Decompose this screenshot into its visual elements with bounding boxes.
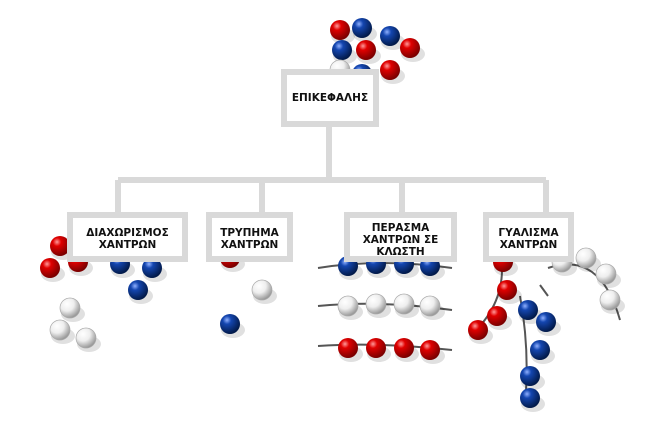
clear-bead (595, 263, 617, 285)
node-bead-polishing: ΓΥΑΛΙΣΜΑ ΧΑΝΤΡΩΝ (483, 212, 574, 262)
blue-bead (128, 280, 148, 300)
node-label: ΓΥΑΛΙΣΜΑ ΧΑΝΤΡΩΝ (498, 227, 559, 251)
node-label: ΔΙΑΧΩΡΙΣΜΟΣ ΧΑΝΤΡΩΝ (86, 227, 169, 251)
red-bead (380, 60, 400, 80)
node-label: ΤΡΥΠΗΜΑ ΧΑΝΤΡΩΝ (220, 227, 279, 251)
red-bead (468, 320, 488, 340)
node-label: ΠΕΡΑΣΜΑ ΧΑΝΤΡΩΝ ΣΕ ΚΛΩΣΤΗ (362, 222, 439, 258)
blue-bead (518, 300, 538, 320)
clear-bead (419, 295, 441, 317)
beads (40, 18, 625, 412)
blue-bead (352, 18, 372, 38)
blue-bead (380, 26, 400, 46)
root-label: ΕΠΙΚΕΦΑΛΗΣ (291, 92, 369, 104)
blue-bead (530, 340, 550, 360)
red-bead (394, 338, 414, 358)
clear-bead (59, 297, 81, 319)
red-bead (330, 20, 350, 40)
red-bead (400, 38, 420, 58)
blue-bead (142, 258, 162, 278)
blue-bead (520, 366, 540, 386)
red-bead (50, 236, 70, 256)
node-bead-threading: ΠΕΡΑΣΜΑ ΧΑΝΤΡΩΝ ΣΕ ΚΛΩΣΤΗ (344, 212, 457, 262)
blue-bead (220, 314, 240, 334)
red-bead (487, 306, 507, 326)
node-bead-piercing: ΤΡΥΠΗΜΑ ΧΑΝΤΡΩΝ (206, 212, 293, 262)
node-bead-sorting: ΔΙΑΧΩΡΙΣΜΟΣ ΧΑΝΤΡΩΝ (67, 212, 188, 262)
clear-bead (75, 327, 97, 349)
red-bead (366, 338, 386, 358)
clear-bead (337, 295, 359, 317)
clear-bead (393, 293, 415, 315)
clear-bead (49, 319, 71, 341)
blue-bead (520, 388, 540, 408)
blue-bead (332, 40, 352, 60)
clear-bead (599, 289, 621, 311)
root-node: ΕΠΙΚΕΦΑΛΗΣ (281, 69, 379, 127)
red-bead (420, 340, 440, 360)
red-bead (338, 338, 358, 358)
clear-bead (575, 247, 597, 269)
blue-bead (536, 312, 556, 332)
red-bead (40, 258, 60, 278)
red-bead (497, 280, 517, 300)
clear-bead (251, 279, 273, 301)
red-bead (356, 40, 376, 60)
clear-bead (365, 293, 387, 315)
